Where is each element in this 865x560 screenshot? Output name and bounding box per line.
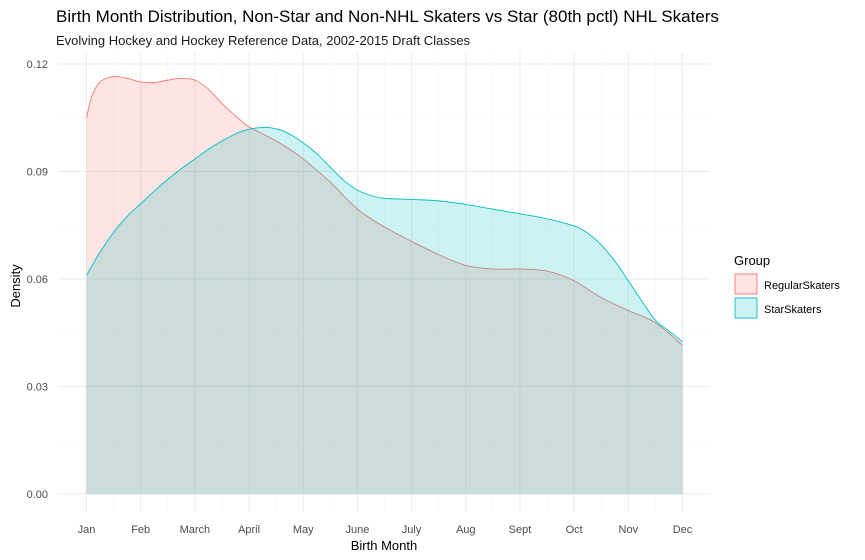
legend: Group RegularSkaters StarSkaters	[734, 253, 840, 319]
area-regularskaters	[86, 76, 683, 495]
legend-label-starskaters: StarSkaters	[764, 304, 822, 316]
panel-grid	[58, 52, 710, 512]
chart-subtitle: Evolving Hockey and Hockey Reference Dat…	[56, 33, 471, 48]
legend-title: Group	[734, 253, 770, 268]
y-tick-label: 0.00	[27, 489, 48, 501]
y-tick-label: 0.12	[27, 59, 48, 71]
x-tick-label: June	[345, 524, 369, 536]
x-tick-label: Feb	[131, 524, 150, 536]
x-tick-label: Nov	[619, 524, 639, 536]
x-axis-title: Birth Month	[351, 538, 417, 553]
density-areas	[86, 75, 683, 495]
y-tick-label: 0.03	[27, 382, 48, 394]
y-tick-label: 0.06	[27, 274, 48, 286]
x-tick-label: Oct	[566, 524, 583, 536]
legend-key-regularskaters	[734, 273, 758, 295]
x-tick-label: Aug	[456, 524, 476, 536]
line-regularskaters	[86, 75, 683, 346]
y-axis-title: Density	[8, 264, 23, 308]
legend-key-starskaters	[734, 297, 758, 319]
x-tick-label: May	[293, 524, 314, 536]
x-tick-label: March	[180, 524, 211, 536]
area-starskaters	[86, 127, 683, 494]
line-starskaters	[86, 126, 683, 343]
chart-title: Birth Month Distribution, Non-Star and N…	[56, 7, 719, 26]
x-tick-label: Sept	[509, 524, 532, 536]
y-tick-label: 0.09	[27, 167, 48, 179]
x-tick-label: Jan	[78, 524, 96, 536]
x-tick-label: April	[238, 524, 260, 536]
x-tick-label: Dec	[673, 524, 693, 536]
x-axis-ticks: Jan Feb March April May June July Aug Sept Oct Nov…	[78, 524, 693, 536]
legend-label-regularskaters: RegularSkaters	[764, 280, 840, 292]
y-axis-ticks: 0.00 0.03 0.06 0.09 0.12	[27, 59, 48, 501]
x-tick-label: July	[402, 524, 422, 536]
